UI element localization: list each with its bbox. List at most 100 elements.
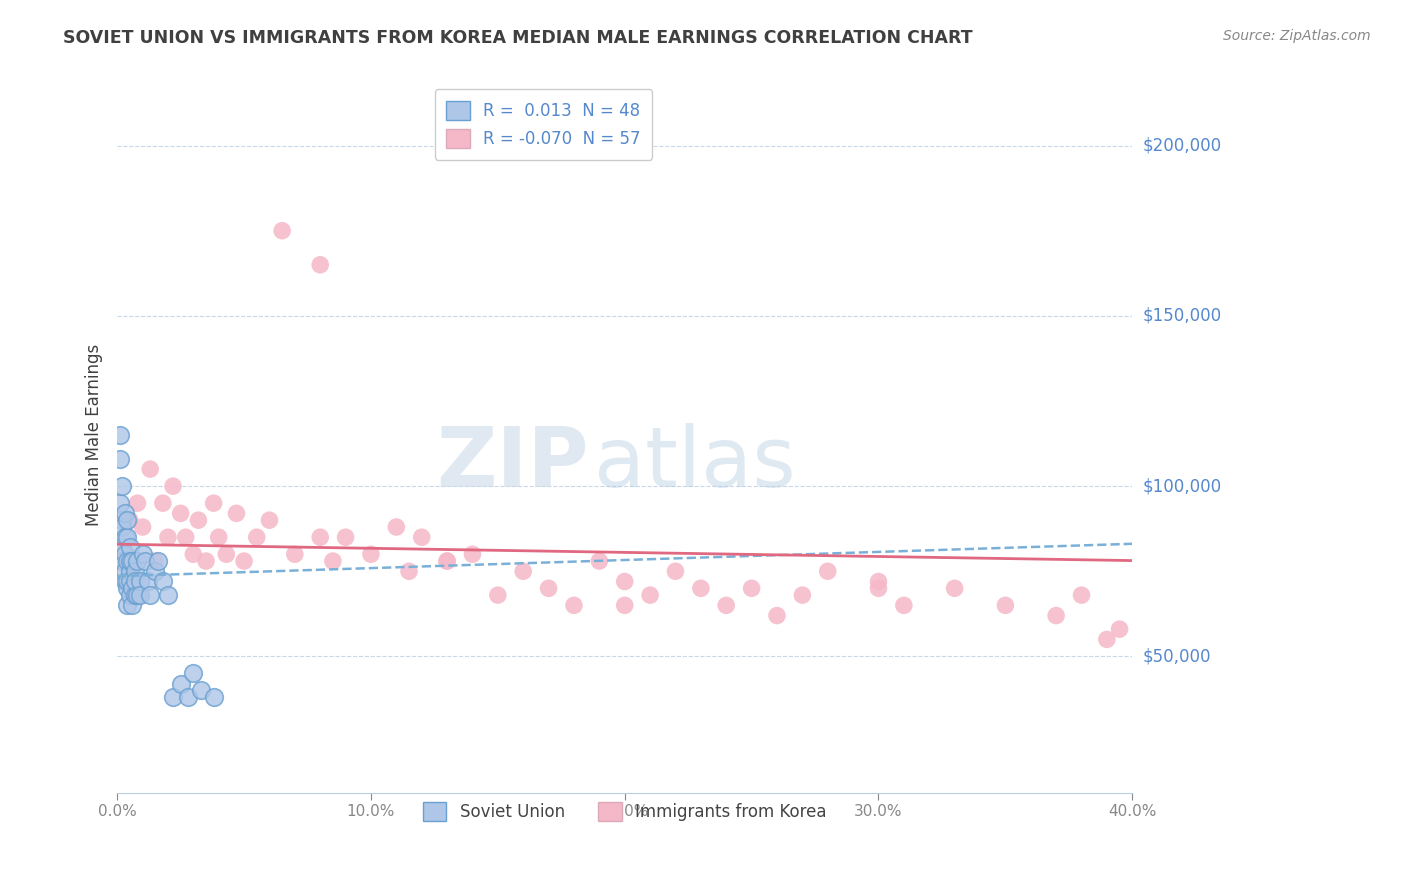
Point <box>124 588 146 602</box>
Point <box>335 530 357 544</box>
Point <box>162 690 184 705</box>
Point <box>792 588 814 602</box>
Point <box>118 554 141 568</box>
Point <box>537 582 560 596</box>
Point <box>117 530 139 544</box>
Text: SOVIET UNION VS IMMIGRANTS FROM KOREA MEDIAN MALE EARNINGS CORRELATION CHART: SOVIET UNION VS IMMIGRANTS FROM KOREA ME… <box>63 29 973 46</box>
Point <box>309 258 332 272</box>
Point <box>177 690 200 705</box>
Point <box>893 599 915 613</box>
Point <box>108 451 131 466</box>
Point <box>716 599 738 613</box>
Point <box>117 513 139 527</box>
Point <box>118 574 141 589</box>
Point <box>766 608 789 623</box>
Point <box>190 683 212 698</box>
Point <box>136 574 159 589</box>
Point <box>131 547 153 561</box>
Point <box>284 547 307 561</box>
Point <box>360 547 382 561</box>
Point <box>114 547 136 561</box>
Point <box>139 588 162 602</box>
Text: atlas: atlas <box>595 423 796 504</box>
Point <box>817 564 839 578</box>
Point <box>322 554 344 568</box>
Point <box>398 564 420 578</box>
Point <box>108 428 131 442</box>
Point <box>638 588 661 602</box>
Point <box>111 554 134 568</box>
Point <box>943 582 966 596</box>
Point <box>741 582 763 596</box>
Point <box>143 554 166 568</box>
Point <box>174 530 197 544</box>
Text: $200,000: $200,000 <box>1143 136 1222 154</box>
Point <box>117 554 139 568</box>
Point <box>187 513 209 527</box>
Point <box>512 564 534 578</box>
Point <box>117 599 139 613</box>
Text: Source: ZipAtlas.com: Source: ZipAtlas.com <box>1223 29 1371 43</box>
Point <box>664 564 686 578</box>
Point <box>436 554 458 568</box>
Point <box>156 530 179 544</box>
Point <box>139 462 162 476</box>
Point <box>111 541 134 555</box>
Text: $50,000: $50,000 <box>1143 648 1211 665</box>
Point <box>436 554 458 568</box>
Point <box>156 588 179 602</box>
Point <box>215 547 238 561</box>
Point <box>868 574 890 589</box>
Point <box>208 530 231 544</box>
Text: $150,000: $150,000 <box>1143 307 1222 325</box>
Point <box>202 690 225 705</box>
Point <box>233 554 256 568</box>
Point <box>118 541 141 555</box>
Point <box>118 564 141 578</box>
Point <box>385 520 408 534</box>
Point <box>127 496 149 510</box>
Text: ZIP: ZIP <box>437 423 589 504</box>
Point <box>461 547 484 561</box>
Point <box>411 530 433 544</box>
Point <box>114 564 136 578</box>
Point <box>118 588 141 602</box>
Point <box>146 554 169 568</box>
Point <box>1095 632 1118 647</box>
Point <box>195 554 218 568</box>
Point <box>127 588 149 602</box>
Point <box>562 599 585 613</box>
Y-axis label: Median Male Earnings: Median Male Earnings <box>86 344 103 526</box>
Point <box>271 224 294 238</box>
Point <box>169 507 191 521</box>
Point <box>114 574 136 589</box>
Point <box>134 554 156 568</box>
Point <box>127 554 149 568</box>
Point <box>124 564 146 578</box>
Point <box>259 513 281 527</box>
Point <box>169 676 191 690</box>
Point <box>118 513 141 527</box>
Point <box>124 574 146 589</box>
Point <box>111 520 134 534</box>
Point <box>121 582 143 596</box>
Point <box>868 582 890 596</box>
Point <box>994 599 1017 613</box>
Point <box>246 530 269 544</box>
Point <box>689 582 711 596</box>
Point <box>225 507 247 521</box>
Text: $100,000: $100,000 <box>1143 477 1222 495</box>
Point <box>131 520 153 534</box>
Point <box>121 599 143 613</box>
Point <box>129 574 152 589</box>
Point <box>1070 588 1092 602</box>
Point <box>117 574 139 589</box>
Point <box>1045 608 1067 623</box>
Point <box>588 554 610 568</box>
Point <box>111 513 134 527</box>
Point <box>613 574 636 589</box>
Point <box>117 582 139 596</box>
Point <box>129 588 152 602</box>
Point <box>121 554 143 568</box>
Point <box>143 564 166 578</box>
